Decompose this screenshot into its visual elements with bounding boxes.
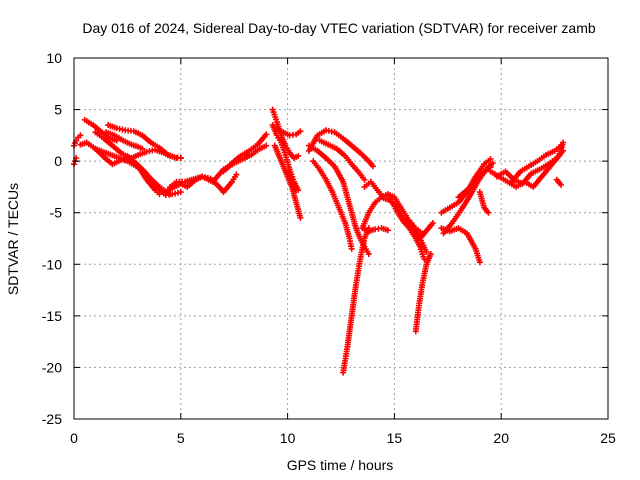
data-point — [487, 156, 494, 163]
y-tick-label: -10 — [42, 256, 62, 272]
y-tick-label: -15 — [42, 308, 62, 324]
data-point — [485, 209, 492, 216]
series-arc-7 — [105, 122, 184, 162]
data-point — [297, 214, 304, 221]
data-point — [263, 131, 270, 138]
y-tick-label: 10 — [46, 50, 62, 66]
data-point — [558, 142, 565, 149]
series-arc-22 — [340, 225, 372, 376]
data-point — [361, 176, 368, 183]
x-tick-label: 20 — [493, 430, 509, 446]
data-point — [560, 139, 567, 146]
y-tick-label: 5 — [54, 102, 62, 118]
data-point — [348, 245, 355, 252]
y-tick-label: -5 — [50, 205, 63, 221]
axis-ticks — [73, 57, 609, 420]
data-point — [429, 220, 436, 227]
series-arc-38 — [553, 176, 565, 188]
x-tick-label: 5 — [177, 430, 185, 446]
series-arc-37 — [508, 142, 565, 185]
data-point — [177, 189, 184, 196]
data-point — [297, 128, 304, 135]
data-point — [489, 160, 496, 167]
series-arc-28 — [412, 250, 434, 335]
data-point — [295, 152, 302, 159]
series-arc-21 — [305, 142, 372, 257]
data-point — [293, 187, 300, 194]
data-point — [365, 250, 372, 257]
series-arc-33 — [455, 164, 494, 201]
series-arc-26 — [359, 225, 391, 235]
series-arc-32 — [440, 160, 496, 237]
data-point — [77, 132, 84, 139]
data-point — [476, 259, 483, 266]
x-tick-label: 0 — [70, 430, 78, 446]
data-point — [384, 227, 391, 234]
plot-frame — [73, 57, 609, 420]
data-point — [233, 171, 240, 178]
y-tick-label: -20 — [42, 359, 62, 375]
series-arc-18 — [284, 168, 300, 194]
series-arc-6 — [103, 129, 146, 152]
series-arc-29 — [408, 220, 436, 242]
series-arc-1 — [71, 132, 84, 149]
x-tick-label: 10 — [280, 430, 296, 446]
series-arc-27 — [387, 194, 428, 263]
x-tick-label: 25 — [600, 430, 616, 446]
series-arc-17 — [273, 125, 304, 139]
grid-lines — [74, 58, 608, 419]
data-point — [177, 155, 184, 162]
y-axis-label: SDTVAR / TECUs — [5, 183, 21, 295]
series-arc-13 — [231, 142, 270, 165]
data-point — [558, 181, 565, 188]
data-point — [139, 145, 146, 152]
data-point — [427, 250, 434, 257]
series-arc-20 — [310, 158, 355, 252]
y-tick-label: 0 — [54, 153, 62, 169]
chart-title: Day 016 of 2024, Sidereal Day-to-day VTE… — [82, 20, 595, 36]
y-tick-label: -25 — [42, 411, 62, 427]
data-point — [263, 142, 270, 149]
data-series — [71, 106, 567, 376]
data-point — [560, 147, 567, 154]
x-axis-label: GPS time / hours — [287, 457, 394, 473]
data-point — [370, 163, 377, 170]
series-arc-36 — [493, 147, 567, 187]
tick-labels: 0 5 10 15 20 25 -25 -20 -15 -10 -5 0 5 10 — [42, 50, 616, 446]
series-arc-34 — [476, 189, 492, 216]
data-point — [421, 256, 428, 263]
series-arc-9 — [124, 152, 184, 199]
x-tick-label: 15 — [387, 430, 403, 446]
series-arc-23 — [316, 137, 368, 183]
